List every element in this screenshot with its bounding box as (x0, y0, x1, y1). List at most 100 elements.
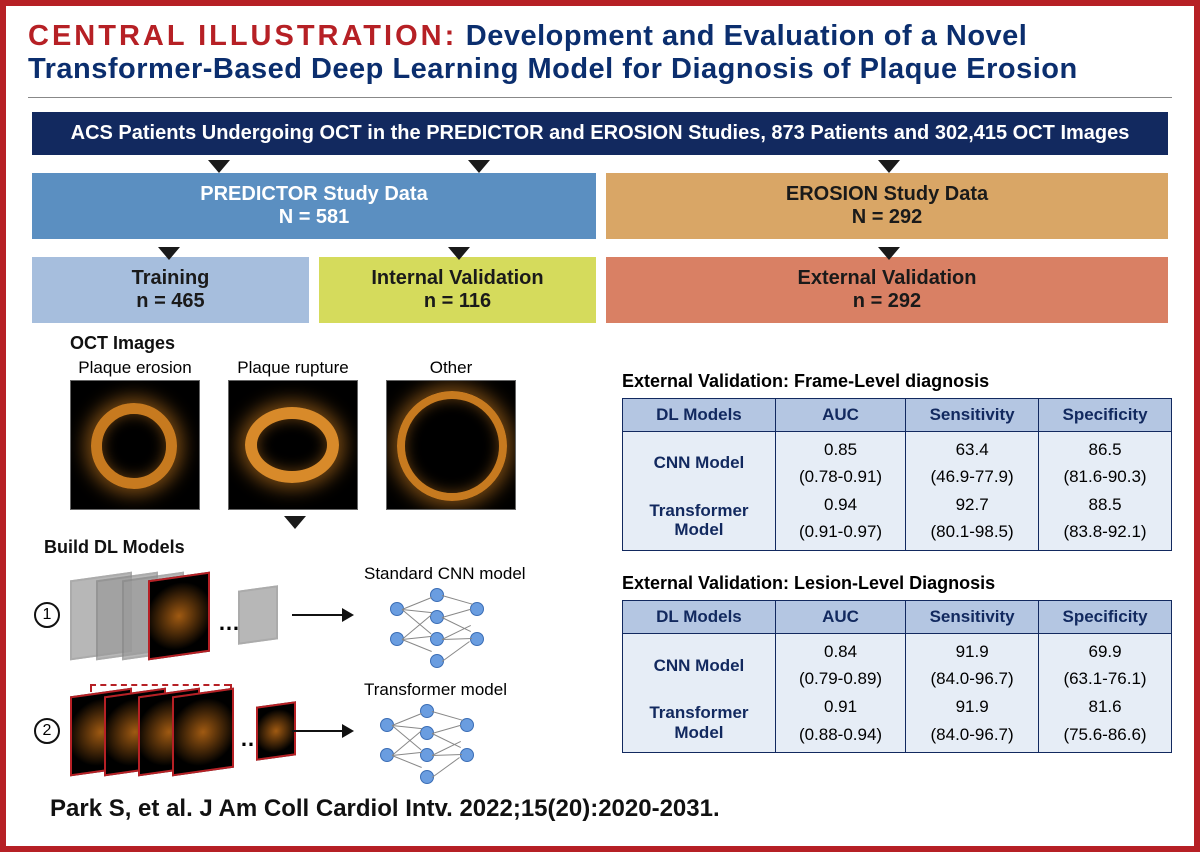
intval-bar: Internal Validation n = 116 (319, 257, 596, 323)
cnn-name: CNN Model (623, 431, 776, 491)
tr-spec: 81.6 (1039, 693, 1172, 721)
tr-spec-ci: (83.8-92.1) (1039, 518, 1172, 550)
arrow-icon (448, 247, 470, 260)
th-sens: Sensitivity (906, 600, 1039, 633)
erosion-bar: EROSION Study Data N = 292 (606, 173, 1168, 239)
cnn-auc-ci: (0.79-0.89) (775, 665, 905, 693)
extval-bar: External Validation n = 292 (606, 257, 1168, 323)
tr-sens-ci: (80.1-98.5) (906, 518, 1039, 550)
lower-section: OCT Images Plaque erosion Plaque rupture… (28, 333, 1172, 782)
citation: Park S, et al. J Am Coll Cardiol Intv. 2… (50, 795, 720, 823)
num-1: 1 (34, 602, 60, 628)
tr-auc-ci: (0.88-0.94) (775, 721, 905, 753)
intval-l1: Internal Validation (325, 267, 590, 290)
cnn-sens-ci: (84.0-96.7) (906, 665, 1039, 693)
left-column: OCT Images Plaque erosion Plaque rupture… (28, 333, 608, 782)
cnn-sens: 63.4 (906, 431, 1039, 463)
tr-name: TransformerModel (623, 491, 776, 551)
th-models: DL Models (623, 600, 776, 633)
cap-rupture: Plaque rupture (228, 358, 358, 378)
oct-thumbnail (228, 380, 358, 510)
th-spec: Specificity (1039, 600, 1172, 633)
cnn-sens-ci: (46.9-77.9) (906, 463, 1039, 491)
body: ACS Patients Undergoing OCT in the PREDI… (28, 97, 1172, 837)
train-l1: Training (38, 267, 303, 290)
num-2: 2 (34, 718, 60, 744)
cap-other: Other (386, 358, 516, 378)
th-auc: AUC (775, 600, 905, 633)
cnn-spec-ci: (81.6-90.3) (1039, 463, 1172, 491)
tr-model: Transformer model (364, 680, 507, 782)
th-auc: AUC (775, 398, 905, 431)
cnn-row: 1 … Standard CNN model (34, 564, 608, 666)
cnn-spec-ci: (63.1-76.1) (1039, 665, 1172, 693)
tr-spec: 88.5 (1039, 491, 1172, 519)
arrow-icon (158, 247, 180, 260)
frame-table: DL Models AUC Sensitivity Specificity CN… (622, 398, 1172, 551)
cnn-spec: 69.9 (1039, 633, 1172, 665)
right-column: External Validation: Frame-Level diagnos… (608, 333, 1172, 782)
extval-l1: External Validation (612, 267, 1162, 290)
tr-auc: 0.91 (775, 693, 905, 721)
tr-spec-ci: (75.6-86.6) (1039, 721, 1172, 753)
predictor-l2: N = 581 (38, 206, 590, 229)
tr-sens: 91.9 (906, 693, 1039, 721)
transformer-row: 2 … Transformer model (34, 680, 608, 782)
build-label: Build DL Models (44, 537, 608, 558)
tr-sens: 92.7 (906, 491, 1039, 519)
arrow-icon (468, 160, 490, 173)
title-prefix: CENTRAL ILLUSTRATION: (28, 20, 457, 52)
cnn-auc: 0.84 (775, 633, 905, 665)
arrow-right-icon (292, 730, 352, 732)
lesion-table: DL Models AUC Sensitivity Specificity CN… (622, 600, 1172, 753)
oct-other: Other (386, 358, 516, 510)
extval-l2: n = 292 (612, 290, 1162, 313)
flow-row-3: Training n = 465 Internal Validation n =… (32, 257, 1168, 323)
title: CENTRAL ILLUSTRATION: Development and Ev… (6, 6, 1194, 97)
cnn-name: CNN Model (623, 633, 776, 693)
oct-images-label: OCT Images (70, 333, 608, 354)
tr-sens-ci: (84.0-96.7) (906, 721, 1039, 753)
tr-auc: 0.94 (775, 491, 905, 519)
cnn-spec: 86.5 (1039, 431, 1172, 463)
lesion-table-title: External Validation: Lesion-Level Diagno… (622, 573, 1172, 594)
cnn-sens: 91.9 (906, 633, 1039, 665)
cap-erosion: Plaque erosion (70, 358, 200, 378)
erosion-l1: EROSION Study Data (612, 183, 1162, 206)
frame-stack-cnn: … (70, 570, 280, 660)
flow-row-1: ACS Patients Undergoing OCT in the PREDI… (28, 112, 1172, 155)
illustration-frame: CENTRAL ILLUSTRATION: Development and Ev… (0, 0, 1200, 852)
oct-rupture: Plaque rupture (228, 358, 358, 510)
flow-row-2: PREDICTOR Study Data N = 581 EROSION Stu… (28, 173, 1172, 239)
training-bar: Training n = 465 (32, 257, 309, 323)
th-sens: Sensitivity (906, 398, 1039, 431)
oct-erosion: Plaque erosion (70, 358, 200, 510)
oct-thumbnail (386, 380, 516, 510)
nn-icon (390, 586, 500, 666)
arrow-icon (878, 160, 900, 173)
arrow-icon (878, 247, 900, 260)
arrow-icon (284, 516, 306, 529)
oct-image-row: Plaque erosion Plaque rupture Other (34, 358, 608, 510)
erosion-l2: N = 292 (612, 206, 1162, 229)
tr-name: TransformerModel (623, 693, 776, 753)
th-spec: Specificity (1039, 398, 1172, 431)
predictor-bar: PREDICTOR Study Data N = 581 (32, 173, 596, 239)
flow-top-bar: ACS Patients Undergoing OCT in the PREDI… (32, 112, 1168, 155)
intval-l2: n = 116 (325, 290, 590, 313)
oct-thumbnail (70, 380, 200, 510)
nn-icon (380, 702, 490, 782)
th-models: DL Models (623, 398, 776, 431)
arrow-icon (208, 160, 230, 173)
cnn-auc: 0.85 (775, 431, 905, 463)
frame-table-title: External Validation: Frame-Level diagnos… (622, 371, 1172, 392)
frame-stack-tr: … (70, 686, 280, 776)
tr-label: Transformer model (364, 680, 507, 700)
train-l2: n = 465 (38, 290, 303, 313)
tr-auc-ci: (0.91-0.97) (775, 518, 905, 550)
predictor-l1: PREDICTOR Study Data (38, 183, 590, 206)
cnn-model: Standard CNN model (364, 564, 526, 666)
cnn-label: Standard CNN model (364, 564, 526, 584)
cnn-auc-ci: (0.78-0.91) (775, 463, 905, 491)
arrow-right-icon (292, 614, 352, 616)
